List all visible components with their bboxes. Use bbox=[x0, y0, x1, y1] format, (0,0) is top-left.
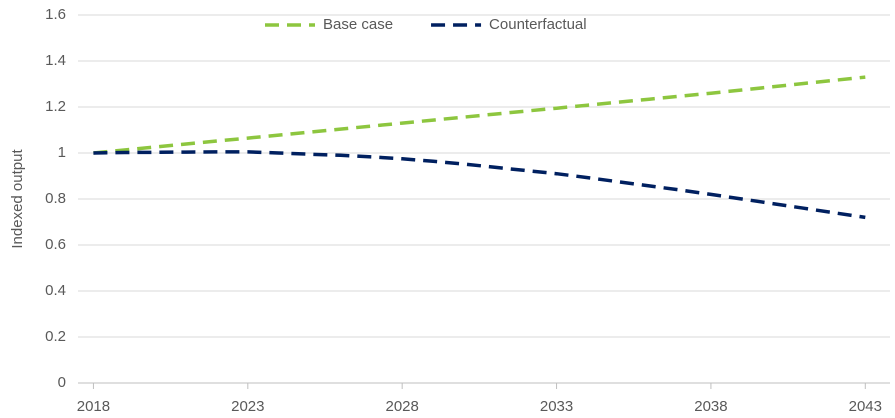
y-axis-label: Indexed output bbox=[9, 149, 26, 249]
legend-label: Counterfactual bbox=[489, 16, 587, 33]
series-line bbox=[93, 75, 866, 155]
legend-label: Base case bbox=[323, 16, 393, 33]
x-tick-label: 2038 bbox=[694, 398, 727, 415]
x-tick-label: 2018 bbox=[77, 398, 110, 415]
y-tick-label: 0 bbox=[58, 374, 66, 391]
x-tick-label: 2033 bbox=[540, 398, 573, 415]
y-tick-label: 1.2 bbox=[45, 98, 66, 115]
x-tick-label: 2028 bbox=[385, 398, 418, 415]
y-tick-label: 0.4 bbox=[45, 282, 66, 299]
y-tick-label: 1.4 bbox=[45, 52, 66, 69]
y-tick-label: 0.2 bbox=[45, 328, 66, 345]
y-tick-label: 0.8 bbox=[45, 190, 66, 207]
x-tick-label: 2043 bbox=[849, 398, 882, 415]
y-tick-label: 1.6 bbox=[45, 6, 66, 23]
y-tick-label: 0.6 bbox=[45, 236, 66, 253]
y-tick-label: 1 bbox=[58, 144, 66, 161]
series-line bbox=[93, 150, 866, 220]
x-tick-label: 2023 bbox=[231, 398, 264, 415]
